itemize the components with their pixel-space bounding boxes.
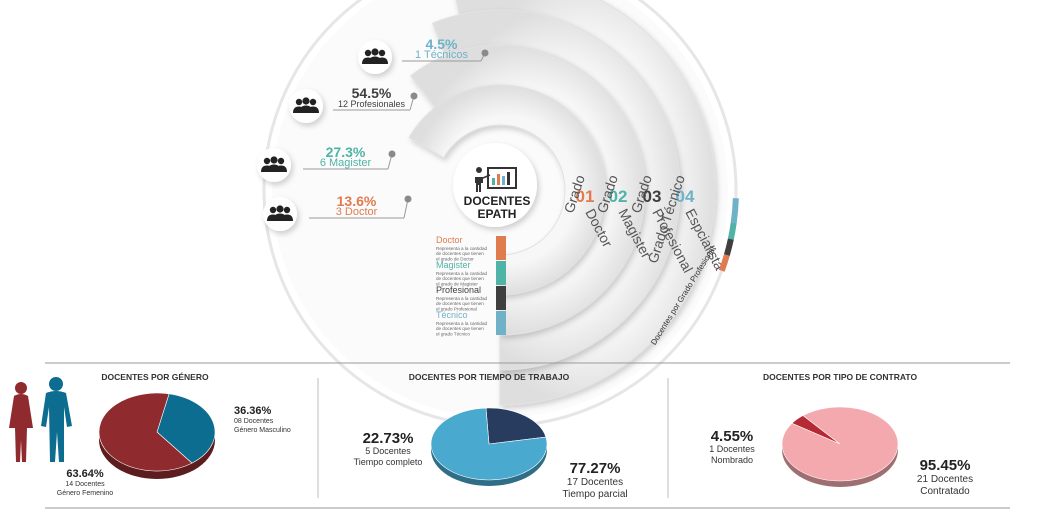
legend-title: Técnico <box>436 310 468 320</box>
legend-desc-line: el grado de Doctor <box>436 256 474 261</box>
callout-dot <box>481 49 489 57</box>
legend-desc-line: de docentes que tienen <box>436 301 484 306</box>
callout-dot <box>388 150 396 158</box>
callout-percent: 4.5% <box>426 36 458 52</box>
callout-description: 6 Magister <box>320 157 372 169</box>
callout-percent: 27.3% <box>326 144 366 160</box>
legend-swatch <box>496 311 506 335</box>
grade-ring-1 <box>408 84 606 296</box>
legend-title: Magister <box>436 260 471 270</box>
pie-chart-2: DOCENTES POR TIEMPO DE TRABAJO 22.73%5 Do… <box>354 372 628 500</box>
legend-swatch <box>496 286 506 310</box>
pie-title: DOCENTES POR GÉNERO <box>101 372 209 382</box>
arc-marker-tecnico <box>730 198 739 224</box>
legend-title: Doctor <box>436 235 463 245</box>
pie-label-line1: 21 Docentes <box>917 474 973 485</box>
legend-desc-line: el grado Técnico <box>436 331 470 336</box>
pie-label-line1: 5 Docentes <box>365 446 411 456</box>
legend-desc-line: el grado Profesional <box>436 306 477 311</box>
callout-description: 3 Doctor <box>336 206 378 218</box>
ring-number-2: 02 <box>609 187 628 206</box>
pie-slice-tiempo_completo <box>485 407 547 445</box>
pie-label-line1: 14 Docentes <box>65 481 105 488</box>
legend-desc-line: Representa a la cantidad <box>436 296 488 301</box>
pie-label-line2: Tiempo parcial <box>562 489 627 500</box>
pie-slice-femenino <box>98 392 193 472</box>
legend-desc-line: de docentes que tienen <box>436 326 484 331</box>
legend-swatch <box>496 261 506 285</box>
callout-4: 13.6%3 Doctor <box>263 193 412 231</box>
callout-2: 54.5%12 Profesionales <box>289 85 418 123</box>
pie-label-line2: Género Masculino <box>234 427 291 434</box>
legend-desc-line: Representa a la cantidad <box>436 246 488 251</box>
legend-swatch <box>496 236 506 260</box>
callout-dot <box>404 195 412 203</box>
pie-label-percent: 63.64% <box>66 468 104 480</box>
arc-marker-profesional <box>723 238 734 256</box>
pie-label-line2: Tiempo completo <box>354 457 423 467</box>
callout-1: 4.5%1 Técnicos <box>358 36 489 74</box>
arc-marker-doctor <box>718 254 730 272</box>
legend-desc-line: de docentes que tienen <box>436 251 484 256</box>
legend-desc-line: Representa a la cantidad <box>436 321 488 326</box>
ring-number-1: 01 <box>576 187 595 206</box>
callout-description: 12 Profesionales <box>338 99 406 109</box>
center-title-line2: EPATH <box>478 207 517 221</box>
legend-desc-line: Representa a la cantidad <box>436 271 488 276</box>
callouts: 4.5%1 Técnicos 54.5%12 Profesionales 27.3%… <box>257 36 489 231</box>
presentation-icon <box>475 167 517 192</box>
pie-label-line2: Contratado <box>920 486 970 497</box>
legend-desc-line: de docentes que tienen <box>436 276 484 281</box>
pie-title: DOCENTES POR TIEMPO DE TRABAJO <box>409 372 570 382</box>
callout-description: 1 Técnicos <box>415 49 468 61</box>
arc-marker-magister <box>727 222 737 240</box>
callout-percent: 54.5% <box>352 85 392 101</box>
man-woman-silhouette-icon <box>9 377 72 462</box>
callout-percent: 13.6% <box>337 193 377 209</box>
pie-label-percent: 22.73% <box>363 430 414 447</box>
pie-label-percent: 4.55% <box>711 428 754 445</box>
pie-label-line1: 17 Docentes <box>567 477 623 488</box>
ring-number-3: 03 <box>643 187 662 206</box>
pie-label-percent: 77.27% <box>570 460 621 477</box>
pie-title: DOCENTES POR TIPO DE CONTRATO <box>763 372 918 382</box>
pie-chart-3: DOCENTES POR TIPO DE CONTRATO 4.55%1 Doce… <box>709 372 973 497</box>
pie-slice-masculino <box>156 393 216 464</box>
pie-label-percent: 36.36% <box>234 405 272 417</box>
pie-slice-tiempo_parcial <box>430 407 548 481</box>
bottom-pie-charts: DOCENTES POR GÉNERO 36.36%08 Docentes Géne… <box>57 372 973 500</box>
grado-profesional-section: 01GradoDoctor02GradoMagister03GradoProfe… <box>257 0 739 428</box>
pie-label-line2: Nombrado <box>711 455 753 465</box>
pie-label-line1: 1 Docentes <box>709 444 755 454</box>
callout-3: 27.3%6 Magister <box>257 144 396 182</box>
center-title-line1: DOCENTES <box>464 194 531 208</box>
legend-title: Profesional <box>436 285 481 295</box>
pie-slice-contratado <box>781 406 899 482</box>
callout-dot <box>410 92 418 100</box>
pie-chart-1: DOCENTES POR GÉNERO 36.36%08 Docentes Géne… <box>57 372 291 497</box>
pie-label-line2: Género Femenino <box>57 490 114 497</box>
ring-number-4: 04 <box>676 187 695 206</box>
pie-label-line1: 08 Docentes <box>234 418 274 425</box>
legend-desc-line: el grado de Magister <box>436 281 478 286</box>
pie-label-percent: 95.45% <box>920 457 971 474</box>
